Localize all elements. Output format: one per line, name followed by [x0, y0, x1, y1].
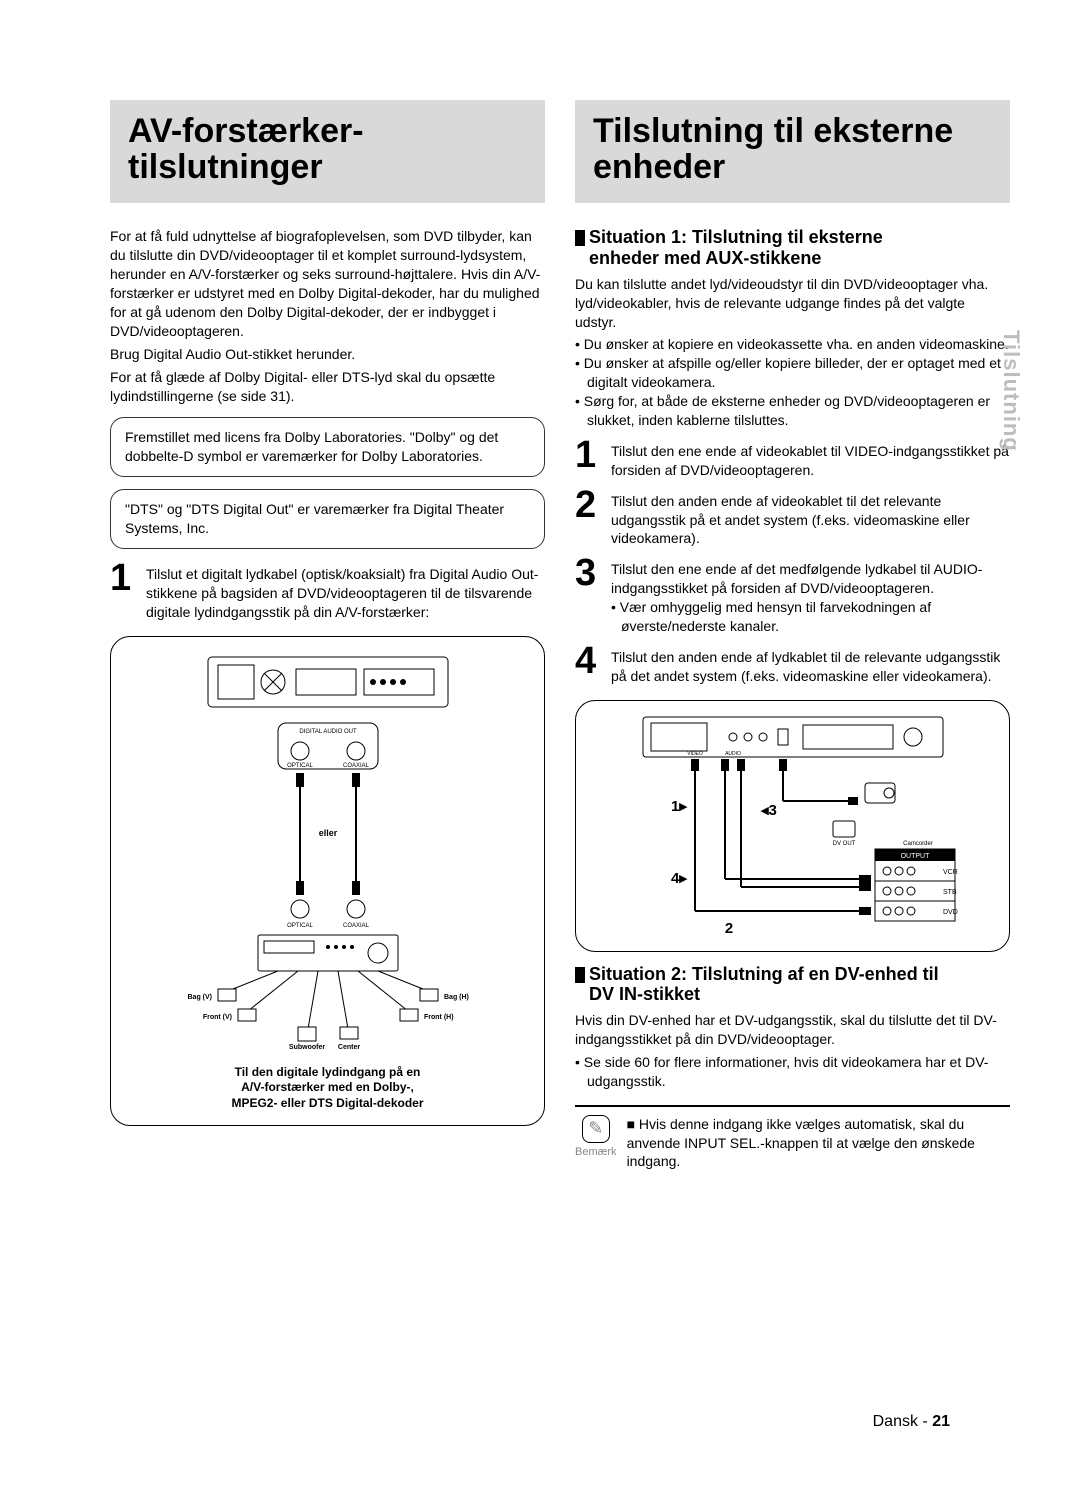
svg-text:AUDIO: AUDIO — [725, 751, 741, 757]
svg-text:DVD: DVD — [943, 909, 958, 916]
right-step: 4Tilslut den anden ende af lydkablet til… — [575, 644, 1010, 686]
s1-bullet-2: • Du ønsker at afspille og/eller kopiere… — [575, 354, 1010, 392]
right-diagram: DV OUT OUTPUT Camcorder VCR STB DVD 1▸ 4… — [575, 700, 1010, 952]
svg-text:DV OUT: DV OUT — [832, 841, 855, 847]
left-diagram: DIGITAL AUDIO OUT OPTICAL COAXIAL eller — [110, 636, 545, 1127]
s2-intro: Hvis din DV-enhed har et DV-udgangsstik,… — [575, 1011, 1010, 1049]
left-diagram-caption: Til den digitale lydindgang på en A/V-fo… — [231, 1065, 423, 1112]
step-number: 1 — [110, 561, 136, 622]
left-intro3: For at få glæde af Dolby Digital- eller … — [110, 368, 545, 406]
left-title-l2: tilslutninger — [128, 148, 323, 186]
step-text: Tilslut den anden ende af videokablet ti… — [611, 488, 1010, 549]
step-sub: • Vær omhyggelig med hensyn til farvekod… — [611, 598, 1010, 636]
situation-2-heading: Situation 2: Tilslutning af en DV-enhed … — [575, 964, 1010, 1005]
s1-intro: Du kan tilslutte andet lyd/videoudstyr t… — [575, 275, 1010, 332]
footer-page: 21 — [932, 1413, 950, 1430]
step-text: Tilslut et digitalt lydkabel (optisk/koa… — [146, 561, 545, 622]
left-intro2: Brug Digital Audio Out-stikket herunder. — [110, 345, 545, 364]
svg-text:Front (H): Front (H) — [424, 1014, 454, 1021]
left-title: AV-forstærker- tilslutninger — [128, 114, 527, 185]
left-step-1: 1 Tilslut et digitalt lydkabel (optisk/k… — [110, 561, 545, 622]
svg-text:OUTPUT: OUTPUT — [900, 853, 930, 860]
s2-bullet: • Se side 60 for flere informationer, hv… — [575, 1053, 1010, 1091]
svg-text:2: 2 — [724, 920, 732, 937]
footer-lang: Dansk — [873, 1413, 918, 1430]
right-title-l2: enheder — [593, 148, 725, 186]
section-tab: Tilslutning — [998, 330, 1024, 452]
svg-text:STB: STB — [943, 889, 957, 896]
svg-text:VIDEO: VIDEO — [687, 751, 703, 757]
svg-text:OPTICAL: OPTICAL — [287, 923, 313, 929]
right-title-block: Tilslutning til eksterne enheder — [575, 100, 1010, 203]
dolby-box: Fremstillet med licens fra Dolby Laborat… — [110, 417, 545, 477]
svg-text:VCR: VCR — [943, 869, 958, 876]
right-step: 1Tilslut den ene ende af videokablet til… — [575, 438, 1010, 480]
step-number: 4 — [575, 644, 601, 686]
note-icon-col: ✎ Bemærk — [575, 1115, 617, 1172]
left-column: AV-forstærker- tilslutninger For at få f… — [110, 100, 545, 1171]
svg-text:Bag (V): Bag (V) — [187, 994, 212, 1001]
s1-bullet-3: • Sørg for, at både de eksterne enheder … — [575, 392, 1010, 430]
left-intro: For at få fuld udnyttelse af biografople… — [110, 227, 545, 340]
svg-text:Bag (H): Bag (H) — [444, 994, 469, 1001]
amplifier-diagram-svg: DIGITAL AUDIO OUT OPTICAL COAXIAL eller — [178, 651, 478, 1051]
step-number: 1 — [575, 438, 601, 480]
svg-text:Front (V): Front (V) — [202, 1014, 231, 1021]
svg-text:1▸: 1▸ — [671, 798, 688, 815]
s1-bullet-1: • Du ønsker at kopiere en videokassette … — [575, 335, 1010, 354]
svg-text:OPTICAL: OPTICAL — [287, 763, 313, 769]
svg-text:COAXIAL: COAXIAL — [342, 923, 369, 929]
pencil-icon: ✎ — [582, 1115, 610, 1143]
step-number: 3 — [575, 556, 601, 636]
svg-text:eller: eller — [318, 828, 337, 838]
right-step: 2Tilslut den anden ende af videokablet t… — [575, 488, 1010, 549]
left-title-l1: AV-forstærker- — [128, 112, 364, 150]
situation-1-heading: Situation 1: Tilslutning til eksterne en… — [575, 227, 1010, 268]
left-title-block: AV-forstærker- tilslutninger — [110, 100, 545, 203]
right-title-l1: Tilslutning til eksterne — [593, 112, 953, 150]
svg-text:COAXIAL: COAXIAL — [342, 763, 369, 769]
aux-diagram-svg: DV OUT OUTPUT Camcorder VCR STB DVD 1▸ 4… — [613, 711, 973, 941]
svg-text:4▸: 4▸ — [671, 870, 688, 887]
note-text: ■ Hvis denne indgang ikke vælges automat… — [627, 1115, 1010, 1172]
step-number: 2 — [575, 488, 601, 549]
svg-text:Center: Center — [337, 1044, 359, 1051]
dts-box: "DTS" og "DTS Digital Out" er varemærker… — [110, 489, 545, 549]
step-text: Tilslut den ene ende af det medfølgende … — [611, 556, 1010, 636]
right-column: Tilslutning til eksterne enheder Situati… — [575, 100, 1010, 1171]
note-block: ✎ Bemærk ■ Hvis denne indgang ikke vælge… — [575, 1105, 1010, 1172]
svg-text:Camcorder: Camcorder — [903, 841, 933, 847]
svg-text:DIGITAL AUDIO OUT: DIGITAL AUDIO OUT — [299, 729, 357, 735]
right-title: Tilslutning til eksterne enheder — [593, 114, 992, 185]
svg-text:◂3: ◂3 — [760, 802, 777, 819]
step-text: Tilslut den ene ende af videokablet til … — [611, 438, 1010, 480]
page-footer: Dansk - 21 — [873, 1413, 950, 1431]
page-content: AV-forstærker- tilslutninger For at få f… — [0, 0, 1080, 1211]
step-text: Tilslut den anden ende af lydkablet til … — [611, 644, 1010, 686]
right-step: 3Tilslut den ene ende af det medfølgende… — [575, 556, 1010, 636]
note-label: Bemærk — [575, 1146, 617, 1158]
svg-text:Subwoofer: Subwoofer — [288, 1044, 324, 1051]
